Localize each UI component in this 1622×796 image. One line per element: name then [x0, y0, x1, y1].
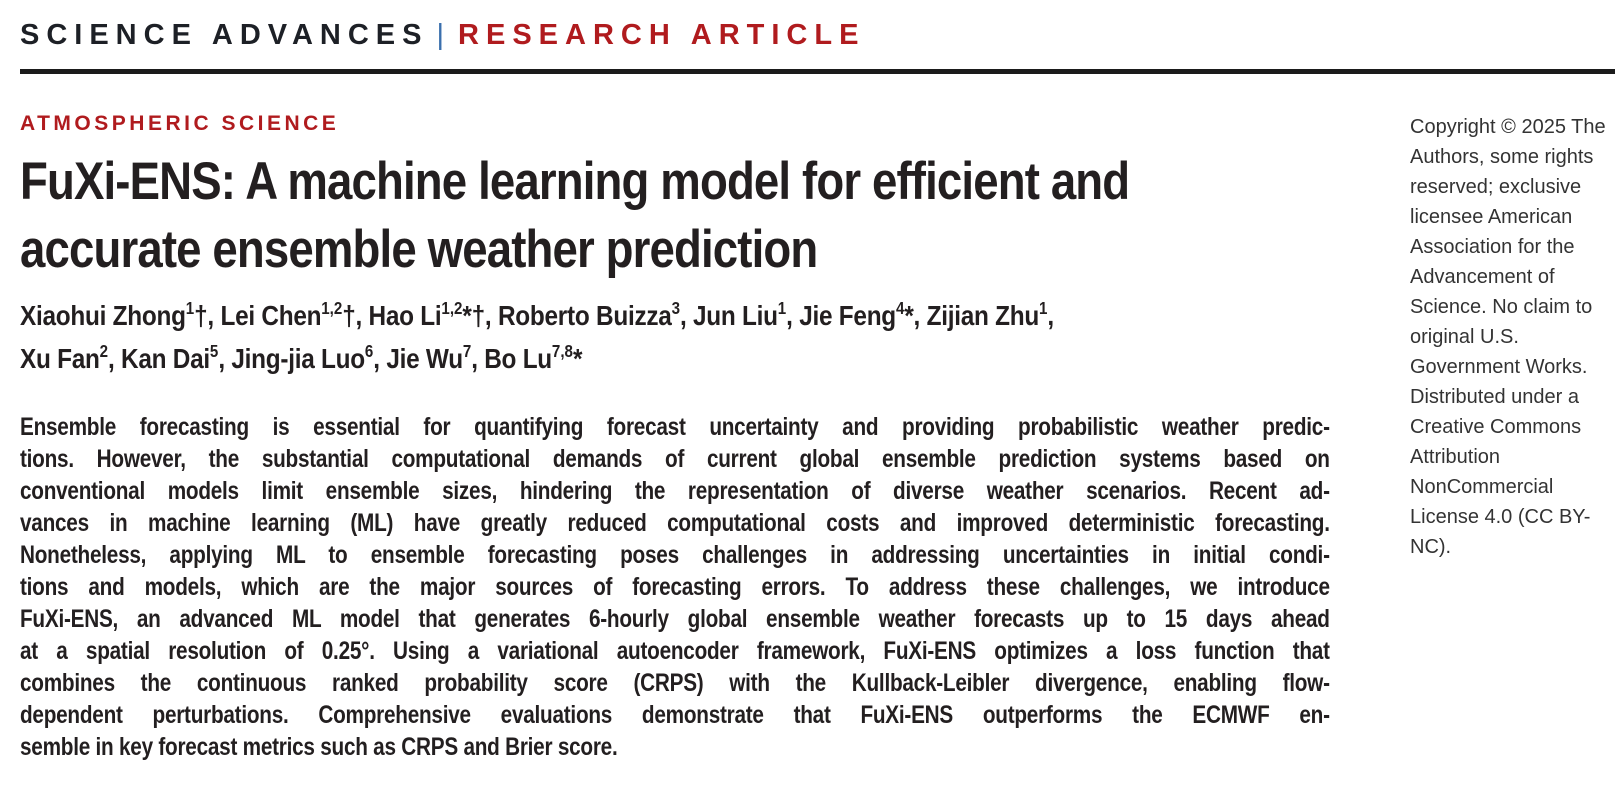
author-list: Xiaohui Zhong1†, Lei Chen1,2†, Hao Li1,2… — [20, 296, 1054, 382]
author-name-text: , — [1047, 300, 1054, 331]
author-name-text: , Bo Lu — [471, 343, 552, 374]
title-line: accurate ensemble weather prediction — [20, 220, 818, 279]
abstract-line: dependent perturbations. Comprehensive e… — [20, 701, 1330, 729]
author-name-text: , Jie Wu — [373, 343, 463, 374]
abstract-line: Ensemble forecasting is essential for qu… — [20, 413, 1330, 441]
author-name-text: *, Zijian Zhu — [904, 300, 1039, 331]
author-name-text: *†, Roberto Buizza — [462, 300, 672, 331]
author-affiliation-superscript: 7,8 — [551, 341, 573, 361]
title-line: FuXi-ENS: A machine learning model for e… — [20, 152, 1130, 211]
author-name-text: †, Hao Li — [342, 300, 442, 331]
abstract-line: conventional models limit ensemble sizes… — [20, 477, 1330, 505]
masthead-rule — [20, 69, 1615, 74]
abstract: Ensemble forecasting is essential for qu… — [20, 411, 1330, 763]
author-affiliation-superscript: 7 — [462, 341, 472, 361]
author-affiliation-superscript: 1 — [777, 298, 787, 318]
author-name-text: Xu Fan — [20, 343, 100, 374]
author-affiliation-superscript: 3 — [671, 298, 680, 318]
author-affiliation-superscript: 5 — [209, 341, 219, 361]
author-affiliation-superscript: 1 — [185, 298, 195, 318]
author-name-text: * — [572, 343, 583, 374]
author-affiliation-superscript: 6 — [364, 341, 374, 361]
author-name-text: †, Lei Chen — [194, 300, 322, 331]
abstract-line: combines the continuous ranked probabili… — [20, 669, 1330, 697]
abstract-line: at a spatial resolution of 0.25°. Using … — [20, 637, 1330, 665]
masthead: SCIENCE ADVANCES | RESEARCH ARTICLE — [20, 18, 865, 52]
abstract-line: semble in key forecast metrics such as C… — [20, 733, 618, 761]
author-name-text: , Jie Feng — [786, 300, 896, 331]
abstract-line: vances in machine learning (ML) have gre… — [20, 509, 1330, 537]
section-label: ATMOSPHERIC SCIENCE — [20, 112, 340, 135]
article-title: FuXi-ENS: A machine learning model for e… — [20, 148, 1130, 284]
author-line: Xiaohui Zhong1†, Lei Chen1,2†, Hao Li1,2… — [20, 296, 1054, 339]
author-name-text: , Jing-jia Luo — [218, 343, 365, 374]
abstract-line: Nonetheless, applying ML to ensemble for… — [20, 541, 1330, 569]
author-affiliation-superscript: 4 — [895, 298, 905, 318]
abstract-line: tions. However, the substantial computat… — [20, 445, 1330, 473]
author-name-text: , Kan Dai — [108, 343, 210, 374]
author-affiliation-superscript: 1 — [1038, 298, 1048, 318]
author-affiliation-superscript: 1,2 — [441, 298, 463, 318]
article-type-label: RESEARCH ARTICLE — [458, 19, 866, 51]
author-line: Xu Fan2, Kan Dai5, Jing-jia Luo6, Jie Wu… — [20, 339, 1054, 382]
abstract-line: FuXi-ENS, an advanced ML model that gene… — [20, 605, 1330, 633]
journal-name: SCIENCE ADVANCES — [20, 19, 429, 51]
copyright-notice: Copyright © 2025 The Authors, some right… — [1410, 116, 1606, 558]
masthead-separator: | — [436, 19, 445, 51]
author-name-text: Xiaohui Zhong — [20, 300, 186, 331]
abstract-line: tions and models, which are the major so… — [20, 573, 1330, 601]
author-affiliation-superscript: 2 — [99, 341, 109, 361]
author-affiliation-superscript: 1,2 — [321, 298, 343, 318]
author-name-text: , Jun Liu — [679, 300, 778, 331]
